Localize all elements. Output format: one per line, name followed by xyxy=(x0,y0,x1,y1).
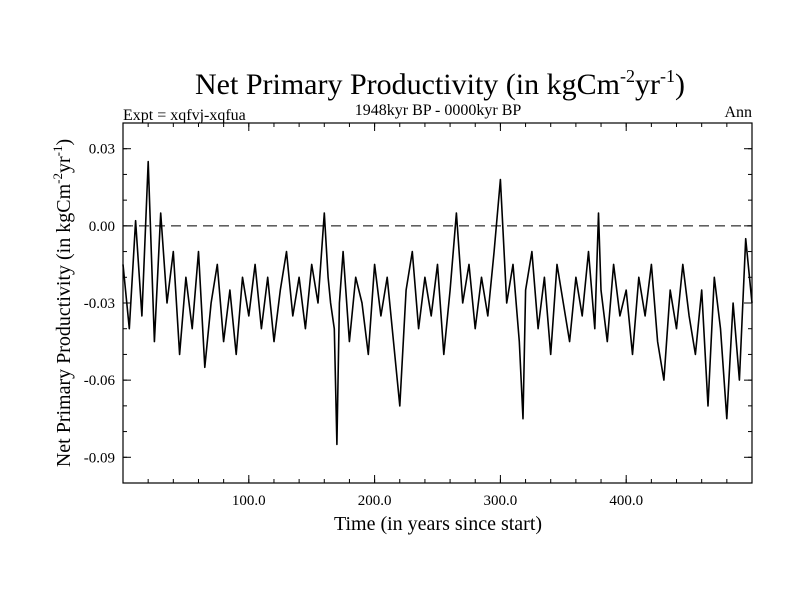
subtitle-center: 1948kyr BP - 0000kyr BP xyxy=(355,102,522,119)
y-tick-label: -0.09 xyxy=(84,450,115,466)
x-axis-label: Time (in years since start) xyxy=(334,513,542,535)
x-tick-label: 200.0 xyxy=(358,493,392,509)
chart-title: Net Primary Productivity (in kgCm-2yr-1) xyxy=(195,66,685,101)
y-axis-label: Net Primary Productivity (in kgCm-2yr-1) xyxy=(50,139,75,467)
plot-frame xyxy=(122,122,753,484)
y-tick-label: 0.00 xyxy=(89,219,115,235)
y-axis-label-sup1: -2 xyxy=(50,173,65,184)
subtitle-left: Expt = xqfvj-xqfua xyxy=(123,107,246,124)
series-group xyxy=(122,160,753,446)
y-axis-label-main: Net Primary Productivity (in kgCm xyxy=(53,183,75,467)
chart-title-mid: yr xyxy=(635,68,660,101)
y-axis-label-end: ) xyxy=(53,139,75,146)
chart-title-sup2: -1 xyxy=(660,66,675,86)
y-axis-label-mid: yr xyxy=(53,156,75,173)
chart-title-sup1: -2 xyxy=(620,66,635,86)
x-tick-label: 100.0 xyxy=(232,493,266,509)
x-axis: 100.0 200.0 300.0 400.0 xyxy=(122,123,753,509)
subtitle-right: Ann xyxy=(724,104,752,121)
chart-title-end: ) xyxy=(675,68,685,101)
y-tick-label: 0.03 xyxy=(89,142,115,158)
chart-title-main: Net Primary Productivity (in kgCm xyxy=(195,68,620,101)
y-axis: 0.03 0.00 -0.03 -0.06 -0.09 xyxy=(84,122,752,484)
x-tick-label: 400.0 xyxy=(609,493,643,509)
y-tick-label: -0.03 xyxy=(84,296,115,312)
series-line xyxy=(122,160,753,446)
y-axis-label-sup2: -1 xyxy=(50,146,65,157)
y-tick-label: -0.06 xyxy=(84,373,116,389)
x-tick-label: 300.0 xyxy=(484,493,518,509)
